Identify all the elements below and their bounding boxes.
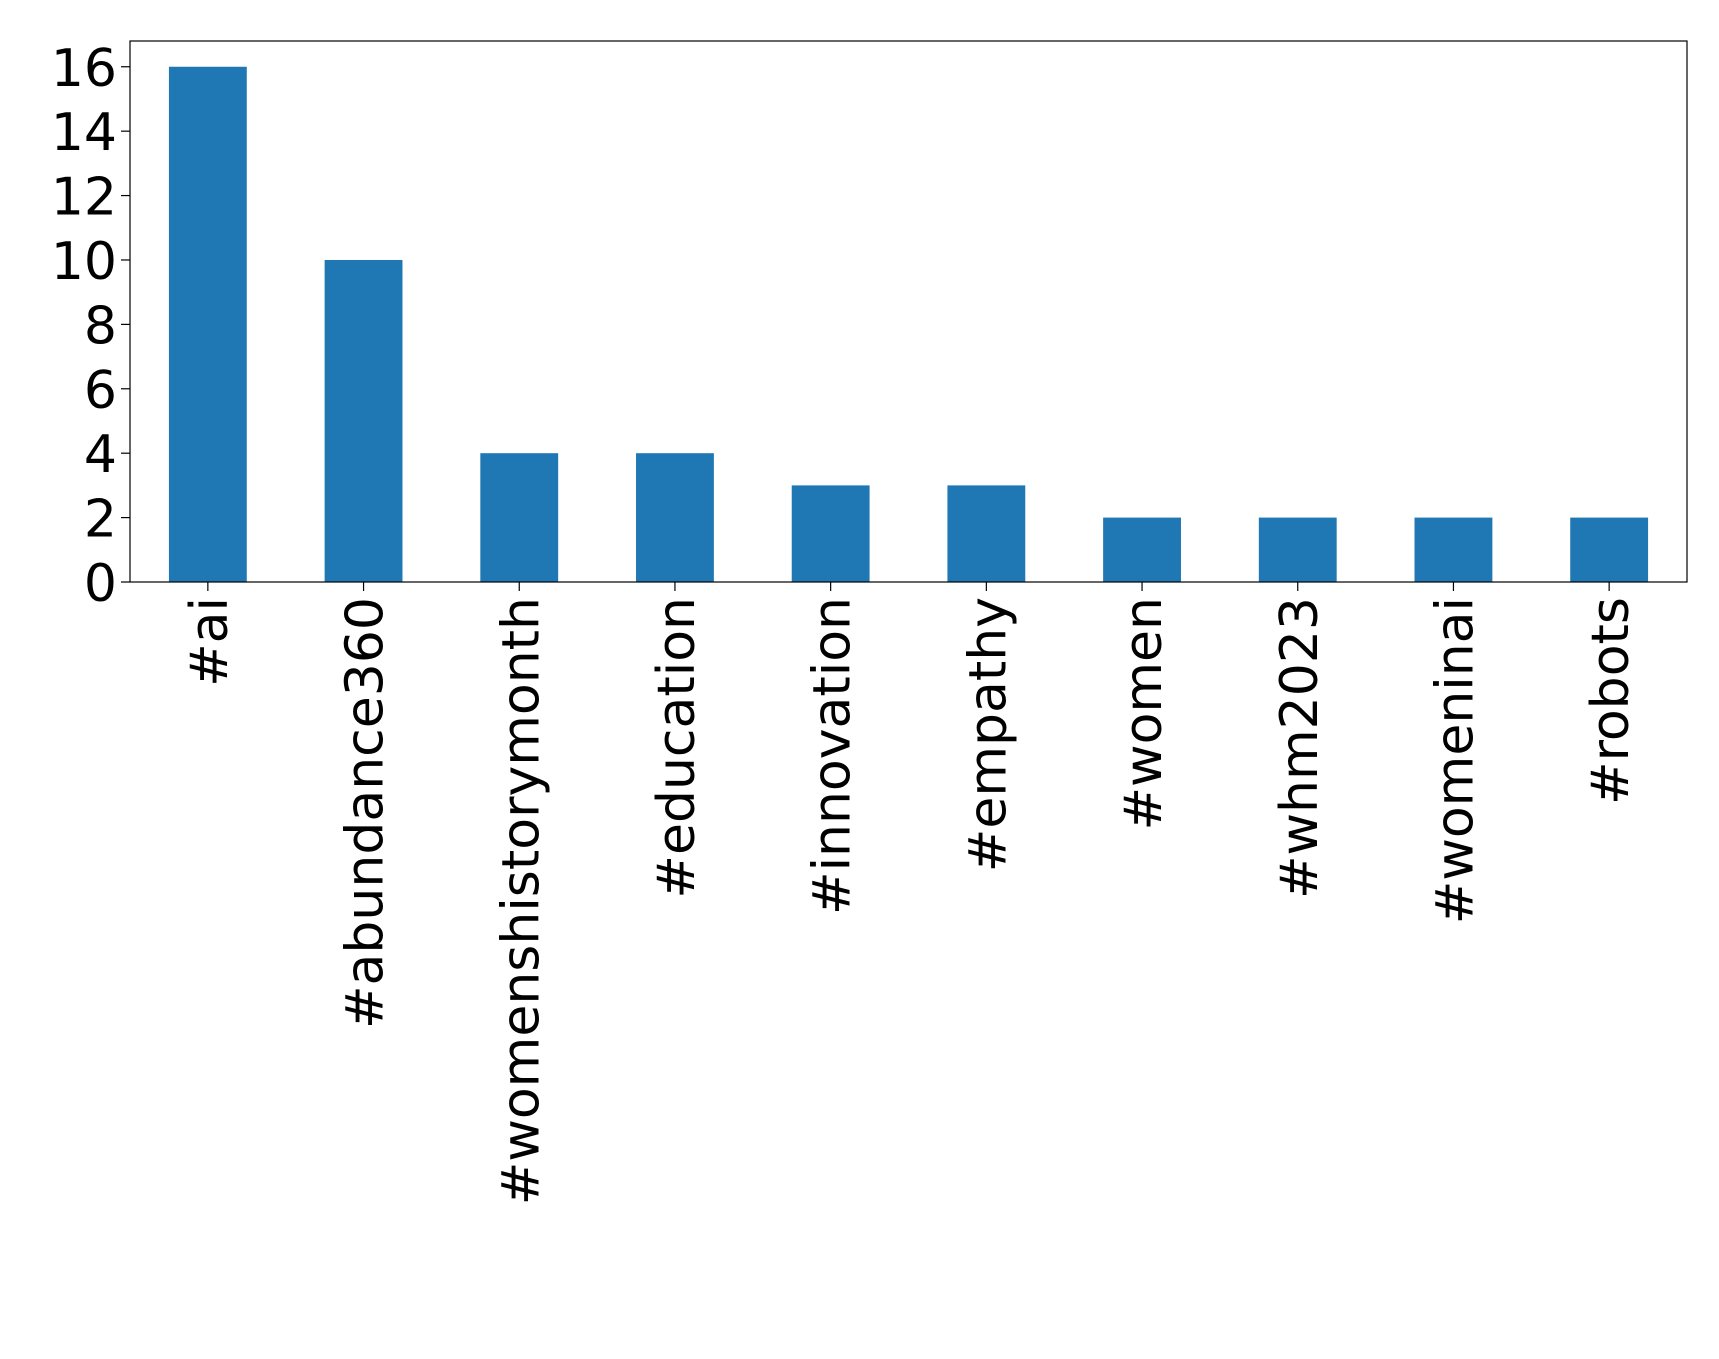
y-tick-label: 0 [84,554,117,614]
bar [480,453,559,582]
bar [791,485,870,582]
y-tick-label: 10 [51,232,117,292]
y-tick-label: 4 [84,425,117,485]
bar [947,485,1026,582]
y-tick-label: 8 [84,296,117,356]
x-tick-label: #empathy [958,597,1018,872]
y-tick-label: 14 [51,103,117,163]
x-tick-label: #womenshistorymonth [491,597,551,1205]
x-tick-label: #education [647,597,707,899]
bar [1258,517,1337,582]
y-tick-label: 6 [84,361,117,421]
bar [636,453,714,582]
x-tick-label: #whm2023 [1270,597,1330,899]
y-tick-label: 2 [84,490,117,550]
y-tick-label: 16 [51,39,117,99]
x-tick-label: #abundance360 [336,597,396,1029]
bar [1570,517,1649,582]
x-tick-label: #womeninai [1425,597,1485,924]
bar [324,259,403,582]
x-tick-label: #innovation [803,597,863,915]
bar [1414,517,1493,582]
x-tick-label: #ai [180,597,240,687]
plot-frame [129,40,1688,583]
x-tick-label: #women [1114,597,1174,831]
y-tick-label: 12 [51,168,117,228]
x-tick-label: #robots [1581,597,1641,805]
bar [1103,517,1181,582]
bar [168,66,247,582]
